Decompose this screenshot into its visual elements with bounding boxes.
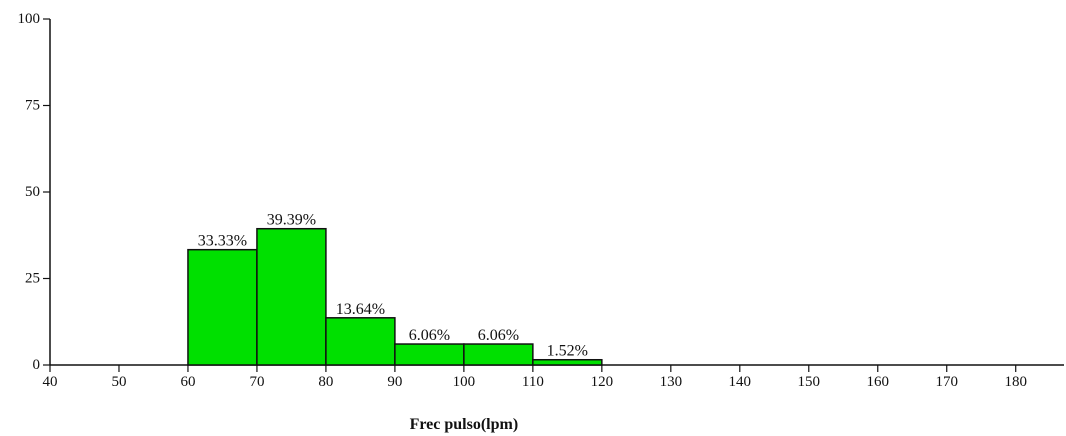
x-tick-label: 80 [318,374,333,390]
y-tick-label: 25 [25,271,40,287]
x-tick-label: 100 [453,374,476,390]
histogram-bar [256,227,327,366]
y-tick-label: 100 [18,11,41,27]
histogram-bar [187,248,258,366]
histogram-bar [463,343,534,366]
x-tick-label: 110 [522,374,544,390]
x-tick-label: 140 [729,374,752,390]
bar-value-label: 13.64% [336,301,385,318]
bars-group [187,227,603,366]
histogram-bar [325,317,396,366]
histogram-bar [532,358,603,366]
y-axis: 0 25 50 75 100 [18,11,51,373]
x-tick-label: 150 [798,374,821,390]
bar-value-label: 39.39% [267,212,316,229]
x-tick-label: 50 [111,374,126,390]
bar-value-label: 6.06% [478,327,519,344]
x-tick-label: 60 [180,374,195,390]
histogram-bar [394,343,465,366]
bar-value-label: 6.06% [409,327,450,344]
x-tick-label: 120 [591,374,614,390]
x-tick-label: 130 [660,374,683,390]
x-tick-label: 170 [935,374,958,390]
bar-value-label: 33.33% [198,233,247,250]
y-tick-label: 75 [25,98,40,114]
x-axis: 40 50 60 70 80 90 100 110 120 130 140 150 160 170 180 [43,364,1064,390]
bar-value-label: 1.52% [547,343,588,360]
x-tick-label: 160 [867,374,890,390]
bar-labels-group: 33.33% 39.39% 13.64% 6.06% 6.06% 1.52% [198,212,588,360]
y-tick-label: 50 [25,184,40,200]
x-tick-label: 180 [1004,374,1027,390]
x-tick-label: 40 [43,374,58,390]
y-tick-label: 0 [33,357,41,373]
x-tick-label: 70 [249,374,264,390]
x-axis-title: Frec pulso(lpm) [410,416,519,433]
x-tick-label: 90 [387,374,402,390]
